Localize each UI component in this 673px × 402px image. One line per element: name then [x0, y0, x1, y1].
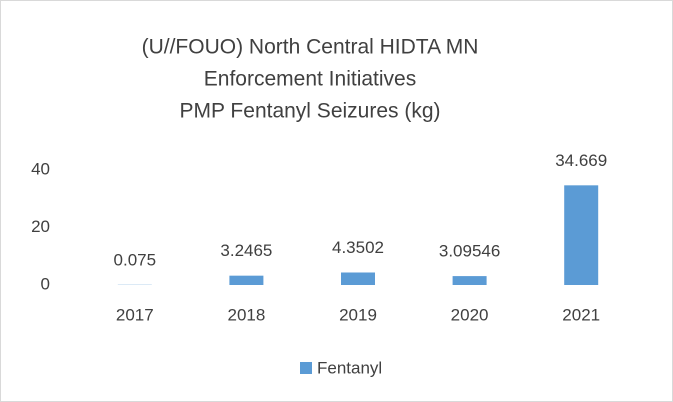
y-tick-label: 0 [41, 274, 50, 293]
chart-title: (U//FOUO) North Central HIDTA MN [142, 36, 479, 59]
chart-title: PMP Fentanyl Seizures (kg) [179, 100, 440, 123]
legend-label: Fentanyl [317, 358, 382, 377]
x-tick-label: 2020 [451, 305, 489, 324]
data-label: 3.09546 [439, 242, 500, 261]
legend-swatch [300, 362, 312, 374]
data-label: 3.2465 [220, 241, 272, 260]
data-label: 34.669 [555, 151, 607, 170]
bar [452, 276, 487, 285]
x-tick-label: 2021 [562, 305, 600, 324]
bar [564, 185, 599, 285]
x-tick-label: 2019 [339, 305, 377, 324]
data-label: 0.075 [114, 250, 157, 269]
chart-title: Enforcement Initiatives [204, 68, 416, 91]
y-tick-label: 20 [31, 217, 50, 236]
bar [229, 275, 264, 285]
x-tick-label: 2018 [227, 305, 265, 324]
x-tick-label: 2017 [116, 305, 154, 324]
data-label: 4.3502 [332, 238, 384, 257]
y-tick-label: 40 [31, 159, 50, 178]
bar [341, 272, 375, 285]
